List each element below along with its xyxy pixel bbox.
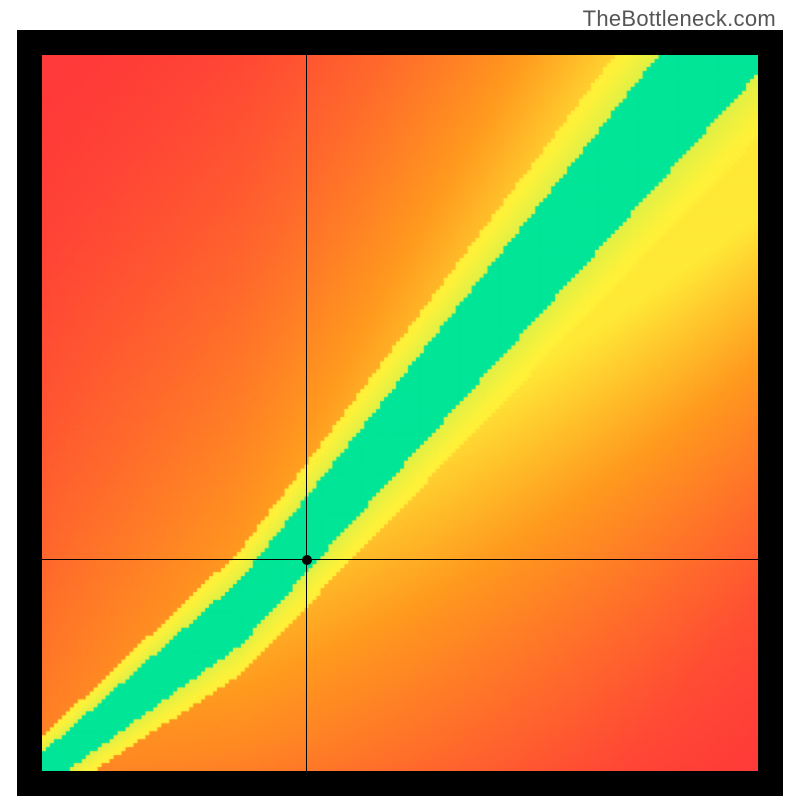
chart-container: TheBottleneck.com xyxy=(0,0,800,800)
bottleneck-heatmap xyxy=(42,55,758,771)
crosshair-marker xyxy=(302,555,312,565)
watermark-text: TheBottleneck.com xyxy=(583,6,776,32)
plot-frame xyxy=(17,30,783,796)
crosshair-vertical xyxy=(306,55,307,771)
crosshair-horizontal xyxy=(42,559,758,560)
